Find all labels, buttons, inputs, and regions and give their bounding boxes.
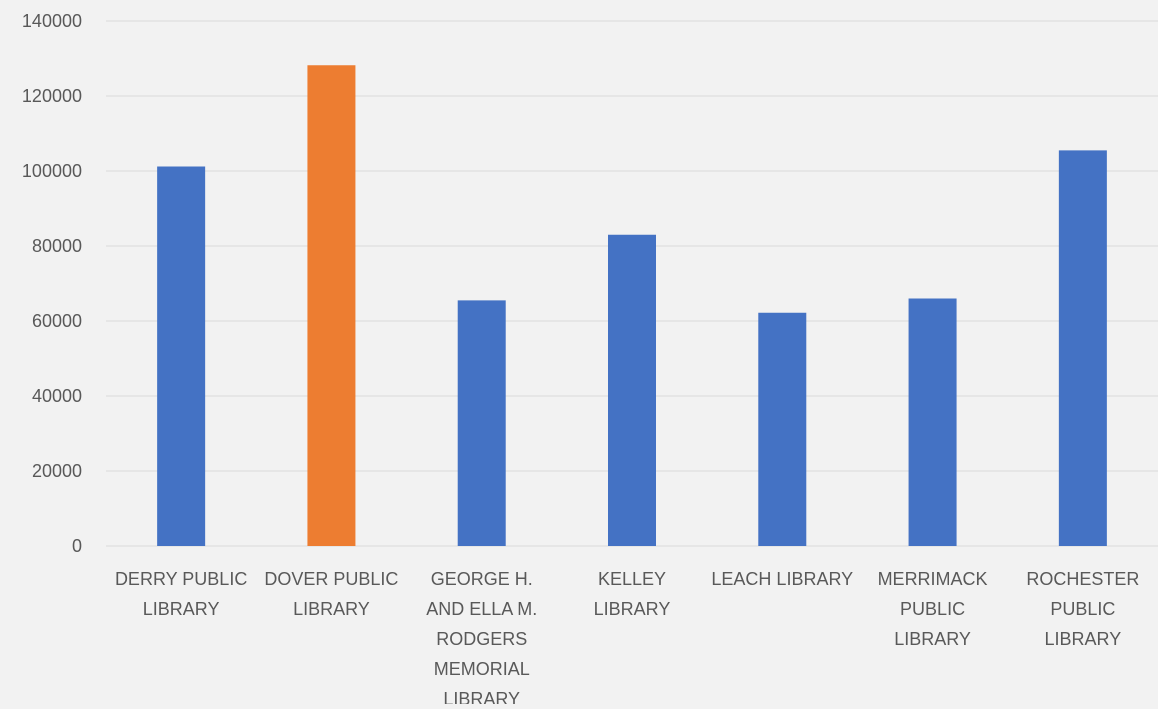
x-category-label: LEACH LIBRARY: [711, 569, 853, 589]
x-category-label-line: LIBRARY: [594, 599, 671, 619]
x-category-label-line: MEMORIAL: [434, 659, 530, 679]
x-category-label-line: PUBLIC: [1050, 599, 1115, 619]
y-tick-label: 40000: [32, 386, 82, 406]
x-category-label-line: LIBRARY: [894, 629, 971, 649]
y-tick-label: 120000: [22, 86, 82, 106]
x-category-label: DERRY PUBLIC LIBRARY: [115, 569, 247, 619]
bar: [307, 65, 356, 546]
x-category-label: MERRIMACK PUBLIC LIBRARY: [878, 569, 988, 649]
y-tick-label: 140000: [22, 11, 82, 31]
y-tick-label: 60000: [32, 311, 82, 331]
x-category-label-line: KELLEY: [598, 569, 666, 589]
x-category-label-line: ROCHESTER: [1026, 569, 1139, 589]
x-category-label-line: DERRY PUBLIC: [115, 569, 247, 589]
bar: [608, 234, 656, 546]
x-category-label-line: PUBLIC: [900, 599, 965, 619]
bars: [157, 65, 1107, 546]
x-category-label-line: LIBRARY: [1045, 629, 1122, 649]
x-category-label-line: RODGERS: [436, 629, 527, 649]
x-category-label-line: AND ELLA M.: [426, 599, 537, 619]
bar: [758, 312, 807, 546]
x-category-label-line: LEACH LIBRARY: [711, 569, 853, 589]
y-tick-label: 20000: [32, 461, 82, 481]
y-tick-label: 0: [72, 536, 82, 556]
bar: [1058, 150, 1107, 546]
x-category-label-line: LIBRARY: [293, 599, 370, 619]
x-category-label: DOVER PUBLIC LIBRARY: [264, 569, 398, 619]
x-category-label: ROCHESTER PUBLIC LIBRARY: [1026, 569, 1139, 649]
x-category-label-line: DOVER PUBLIC: [264, 569, 398, 589]
x-category-label: GEORGE H. AND ELLA M. RODGERS MEMORIAL LIBRA…: [426, 569, 537, 704]
bar: [457, 300, 506, 546]
y-tick-label: 80000: [32, 236, 82, 256]
x-category-label-line: GEORGE H.: [431, 569, 533, 589]
bar: [908, 298, 957, 546]
y-tick-label: 100000: [22, 161, 82, 181]
x-category-label-line: LIBRARY: [143, 599, 220, 619]
bar: [157, 166, 206, 546]
y-axis-tick-labels: 0 20000 40000 60000 80000 100000 120000 140000: [22, 11, 82, 556]
x-category-label-line: LIBRARY: [443, 689, 520, 704]
x-category-label: KELLEY LIBRARY: [594, 569, 671, 619]
x-category-label-line: MERRIMACK: [878, 569, 988, 589]
